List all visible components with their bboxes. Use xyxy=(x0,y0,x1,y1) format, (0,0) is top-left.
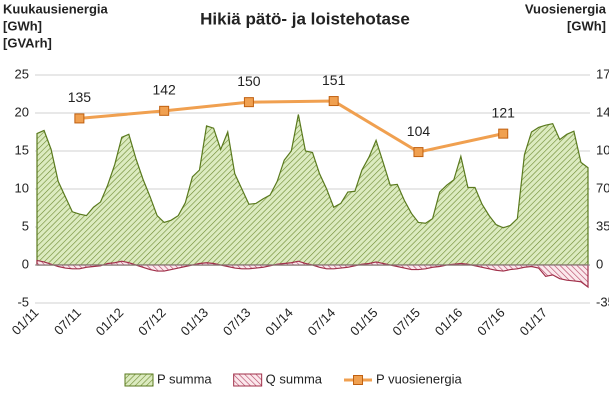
x-tick: 01/16 xyxy=(432,305,466,339)
x-tick: 07/16 xyxy=(474,305,508,339)
x-tick-label: 07/15 xyxy=(389,305,423,339)
y2-tick-label: 105 xyxy=(596,142,609,157)
y-tick-label: 20 xyxy=(15,104,29,119)
y-tick-label: 5 xyxy=(22,218,29,233)
y-tick-label: 0 xyxy=(22,256,29,271)
y2-tick-label: 70 xyxy=(596,180,609,195)
x-tick-label: 01/16 xyxy=(432,305,466,339)
line xyxy=(79,99,504,154)
data-label: 151 xyxy=(322,72,346,88)
marker xyxy=(413,147,424,158)
data-label: 121 xyxy=(492,104,516,120)
chart-title: Hikiä pätö- ja loistehotase xyxy=(200,9,410,28)
x-tick-label: 07/12 xyxy=(135,305,169,339)
x-tick: 01/11 xyxy=(9,305,42,338)
y-axis-title: Kuukausienergia xyxy=(3,1,109,16)
marker xyxy=(159,105,170,116)
y2-tick-label: 175 xyxy=(596,66,609,81)
data-label: 142 xyxy=(152,82,176,98)
legend-label: P vuosienergia xyxy=(376,371,463,386)
y-tick-label: 10 xyxy=(15,180,29,195)
marker xyxy=(74,113,85,124)
x-tick-label: 01/14 xyxy=(262,305,296,339)
area xyxy=(36,114,589,266)
x-tick-label: 07/14 xyxy=(305,305,339,339)
x-tick: 01/13 xyxy=(177,305,211,339)
x-tick-label: 01/15 xyxy=(347,305,381,339)
y2-tick-label: 0 xyxy=(596,256,603,271)
x-tick-label: 01/12 xyxy=(93,305,127,339)
x-tick: 07/15 xyxy=(389,305,423,339)
x-tick-label: 01/17 xyxy=(517,305,551,339)
legend-swatch xyxy=(124,373,154,387)
x-tick: 07/12 xyxy=(135,305,169,339)
y2-tick-label: 140 xyxy=(596,104,609,119)
data-label: 104 xyxy=(407,123,431,139)
marker xyxy=(498,128,509,139)
x-tick: 07/13 xyxy=(220,305,254,339)
x-tick-label: 07/16 xyxy=(474,305,508,339)
y-axis-title: [GVArh] xyxy=(3,35,52,50)
y2-tick-label: 35 xyxy=(596,218,609,233)
y2-axis-title: Vuosienergia xyxy=(525,1,607,16)
y-axis-title: [GWh] xyxy=(3,18,42,33)
x-tick: 01/17 xyxy=(517,305,551,339)
legend-swatch xyxy=(353,375,364,385)
data-label: 150 xyxy=(237,73,261,89)
x-tick: 07/14 xyxy=(305,305,339,339)
x-tick: 01/14 xyxy=(262,305,296,339)
x-tick-label: 07/13 xyxy=(220,305,254,339)
legend-label: Q summa xyxy=(266,371,323,386)
x-tick: 01/12 xyxy=(93,305,127,339)
x-tick: 01/15 xyxy=(347,305,381,339)
legend-swatch xyxy=(233,373,263,387)
x-tick-label: 01/11 xyxy=(9,305,42,338)
x-tick-label: 07/11 xyxy=(51,305,84,338)
legend-label: P summa xyxy=(157,371,212,386)
data-label: 135 xyxy=(68,89,92,105)
x-tick-label: 01/13 xyxy=(177,305,211,339)
y-tick-label: -5 xyxy=(17,294,29,309)
area xyxy=(36,259,589,289)
marker xyxy=(243,97,254,108)
x-tick: 07/11 xyxy=(51,305,84,338)
y2-axis-title: [GWh] xyxy=(567,18,606,33)
marker xyxy=(328,96,339,107)
y2-tick-label: -35 xyxy=(596,294,609,309)
y-tick-label: 15 xyxy=(15,142,29,157)
y-tick-label: 25 xyxy=(15,66,29,81)
